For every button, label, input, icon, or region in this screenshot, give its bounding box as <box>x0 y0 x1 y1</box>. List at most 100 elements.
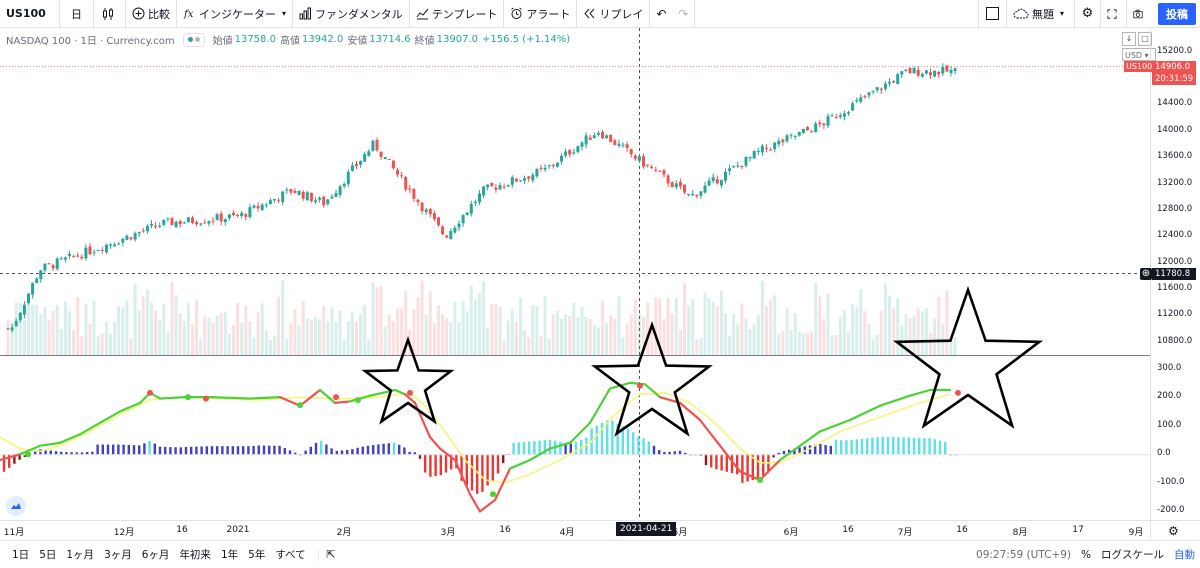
volume-bar <box>699 337 703 355</box>
candle-body <box>658 170 662 172</box>
maximize-pane-button[interactable]: □ <box>1138 32 1152 46</box>
period-button[interactable]: 3ヶ月 <box>104 549 132 561</box>
price-axis-label: 12000.0 <box>1157 256 1193 267</box>
period-button[interactable]: 5日 <box>39 549 57 561</box>
volume-bar <box>806 332 809 355</box>
volume-bar <box>769 300 773 355</box>
period-button[interactable]: 1日 <box>12 549 30 561</box>
volume-bar <box>584 317 588 355</box>
candle-body <box>736 165 740 167</box>
compare-button[interactable]: 比較 <box>126 0 177 28</box>
histogram-bar <box>730 454 734 474</box>
price-axis-label: 15200.0 <box>1157 45 1193 56</box>
candle-body <box>273 199 276 201</box>
symbol-search-button[interactable]: US100 <box>0 0 60 28</box>
period-button[interactable]: 1ヶ月 <box>66 549 95 561</box>
axis-settings-button[interactable]: ⚙ <box>1168 524 1179 538</box>
cross-dot <box>25 451 31 458</box>
volume-bar <box>916 308 920 355</box>
volume-bar <box>162 303 166 355</box>
alert-button[interactable]: アラート <box>504 0 578 28</box>
replay-button[interactable]: リプレイ <box>577 0 651 28</box>
fullscreen-button[interactable] <box>1100 0 1126 28</box>
histogram-bar <box>689 454 692 456</box>
histogram-bar <box>876 437 879 455</box>
histogram-bar <box>23 454 26 457</box>
histogram-bar <box>684 452 687 455</box>
histogram-bar <box>897 437 900 455</box>
interval-button[interactable]: 日 <box>60 0 94 28</box>
time-axis-label: 7月 <box>897 528 913 538</box>
low-label: 安値 <box>347 36 368 47</box>
macd-line-segment <box>78 421 102 436</box>
period-button[interactable]: 5年 <box>248 549 266 561</box>
cross-dot <box>147 389 153 396</box>
candle-body <box>39 270 43 280</box>
legend-status-pill[interactable] <box>182 32 205 47</box>
snapshot-button[interactable] <box>1126 0 1152 28</box>
log-scale-toggle[interactable]: ログスケール <box>1101 549 1164 561</box>
goto-date-button[interactable]: ⇱ <box>326 548 335 561</box>
volume-bar <box>490 304 494 355</box>
period-button[interactable]: 1年 <box>220 549 239 561</box>
histogram-bar <box>528 441 531 455</box>
candle-body <box>31 283 35 295</box>
histogram-bar <box>330 448 333 455</box>
candle-body <box>375 139 379 151</box>
volume-bar <box>498 307 502 355</box>
histogram-bar <box>2 454 6 472</box>
cross-dot <box>333 394 339 401</box>
collapse-down-button[interactable]: ↓ <box>1122 32 1136 46</box>
volume-bar <box>305 318 309 355</box>
redo-button[interactable]: ↷ <box>672 0 696 28</box>
currency-select[interactable]: USD ▾ <box>1122 48 1156 61</box>
volume-bar <box>18 303 22 355</box>
candle-body <box>342 183 346 187</box>
undo-button[interactable]: ↶ <box>650 0 672 28</box>
volume-bar <box>519 297 522 355</box>
chart-style-button[interactable] <box>94 0 126 28</box>
candle-body <box>822 123 826 126</box>
settings-button[interactable]: ⚙ <box>1074 0 1100 28</box>
volume-bar <box>810 331 814 355</box>
period-button[interactable]: すべて <box>275 549 306 561</box>
period-button[interactable]: 年初来 <box>179 549 211 561</box>
candle-body <box>490 182 494 187</box>
publish-button[interactable]: 投稿 <box>1158 2 1196 25</box>
period-button[interactable]: 6ヶ月 <box>141 549 170 561</box>
volume-bar <box>141 296 145 355</box>
macd-line-segment <box>248 396 282 400</box>
indicators-button[interactable]: fx インジケーター ▾ <box>177 0 294 28</box>
candle-body <box>363 154 367 162</box>
fundamentals-button[interactable]: ファンダメンタル <box>293 0 410 28</box>
candle-body <box>59 258 63 260</box>
volume-bar <box>219 312 223 355</box>
auto-scale-toggle[interactable]: 自動 <box>1174 549 1195 561</box>
volume-bar <box>945 290 949 355</box>
tradingview-logo[interactable] <box>6 496 26 516</box>
volume-bar <box>642 316 645 355</box>
histogram-bar <box>8 454 11 468</box>
volume-bar <box>92 300 96 355</box>
volume-bar <box>654 297 658 355</box>
percent-toggle[interactable]: % <box>1081 548 1091 561</box>
volume-bar <box>920 311 924 355</box>
templates-button[interactable]: テンプレート <box>410 0 505 28</box>
layout-name-button[interactable]: 無題 ▾ <box>1006 0 1074 28</box>
candle-body <box>301 191 305 199</box>
volume-bar <box>777 333 781 355</box>
price-axis-label: 10800.0 <box>1157 335 1193 346</box>
volume-bar <box>629 314 633 355</box>
clock-label[interactable]: 09:27:59 (UTC+9) <box>976 548 1072 561</box>
volume-bar <box>264 330 268 355</box>
volume-bar <box>637 313 641 355</box>
add-alert-icon[interactable]: ⊕ <box>1140 268 1152 280</box>
macd-line-segment <box>298 388 322 407</box>
layout-toggle-button[interactable] <box>978 0 1006 28</box>
oscillator-axis-label: 0.0 <box>1157 448 1171 459</box>
candle-body <box>43 263 47 271</box>
histogram-bar <box>450 454 453 470</box>
volume-bar <box>31 304 35 355</box>
candle-body <box>896 74 900 85</box>
